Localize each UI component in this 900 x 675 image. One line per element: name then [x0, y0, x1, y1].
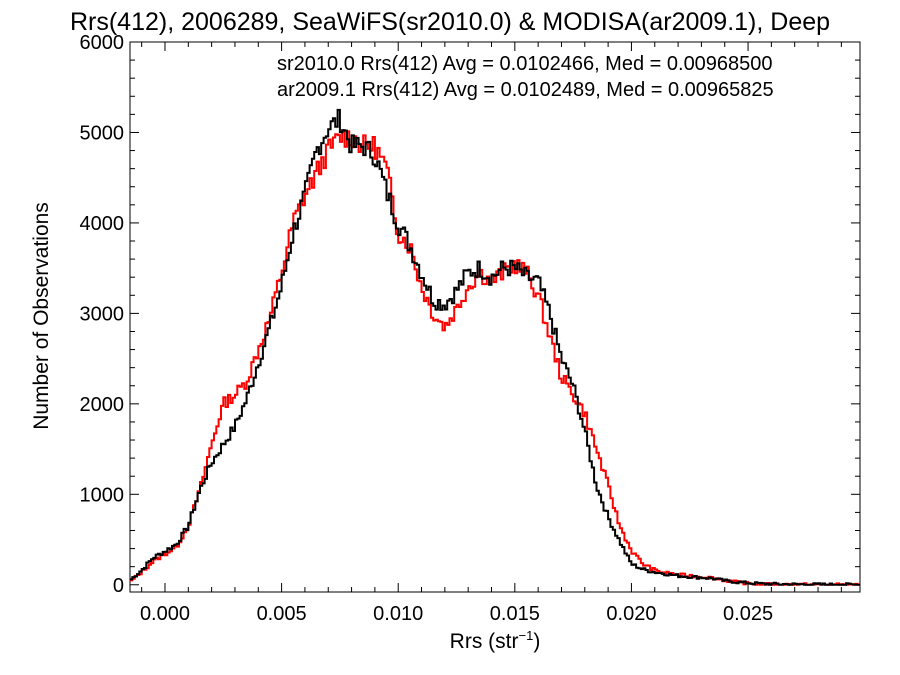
legend-entry-ar2009: ar2009.1 Rrs(412) Avg = 0.0102489, Med =…	[277, 79, 774, 101]
x-axis-label-superscript: −1	[519, 628, 534, 643]
y-tick-label: 2000	[80, 394, 125, 416]
y-axis: 0 1000 2000 3000 4000 5000 6000	[80, 32, 860, 597]
x-tick-label: 0.025	[723, 603, 773, 625]
y-tick-label: 1000	[80, 484, 125, 506]
x-axis-label-text: Rrs (str	[450, 630, 519, 653]
y-tick-label: 3000	[80, 303, 125, 325]
y-tick-label: 0	[113, 575, 124, 597]
x-axis: 0.000 0.005 0.010 0.015 0.020 0.025	[140, 42, 842, 625]
chart-title: Rrs(412), 2006289, SeaWiFS(sr2010.0) & M…	[70, 8, 830, 36]
x-tick-label: 0.015	[490, 603, 540, 625]
plot-frame	[129, 41, 861, 593]
x-tick-label: 0.010	[373, 603, 423, 625]
x-axis-label-close: )	[533, 630, 540, 653]
x-axis-label: Rrs (str−1)	[450, 628, 541, 653]
x-tick-label: 0.020	[606, 603, 656, 625]
series-line-ar2009.1	[130, 130, 860, 586]
y-axis-label: Number of Observations	[30, 202, 53, 430]
x-tick-label: 0.000	[140, 603, 190, 625]
x-tick-label: 0.005	[257, 603, 307, 625]
legend-entry-sr2010: sr2010.0 Rrs(412) Avg = 0.0102466, Med =…	[277, 53, 773, 75]
y-tick-label: 5000	[80, 122, 125, 144]
series-group	[130, 108, 860, 586]
y-tick-label: 4000	[80, 213, 125, 235]
y-tick-label: 6000	[80, 32, 125, 54]
series-line-sr2010.0	[130, 108, 860, 586]
